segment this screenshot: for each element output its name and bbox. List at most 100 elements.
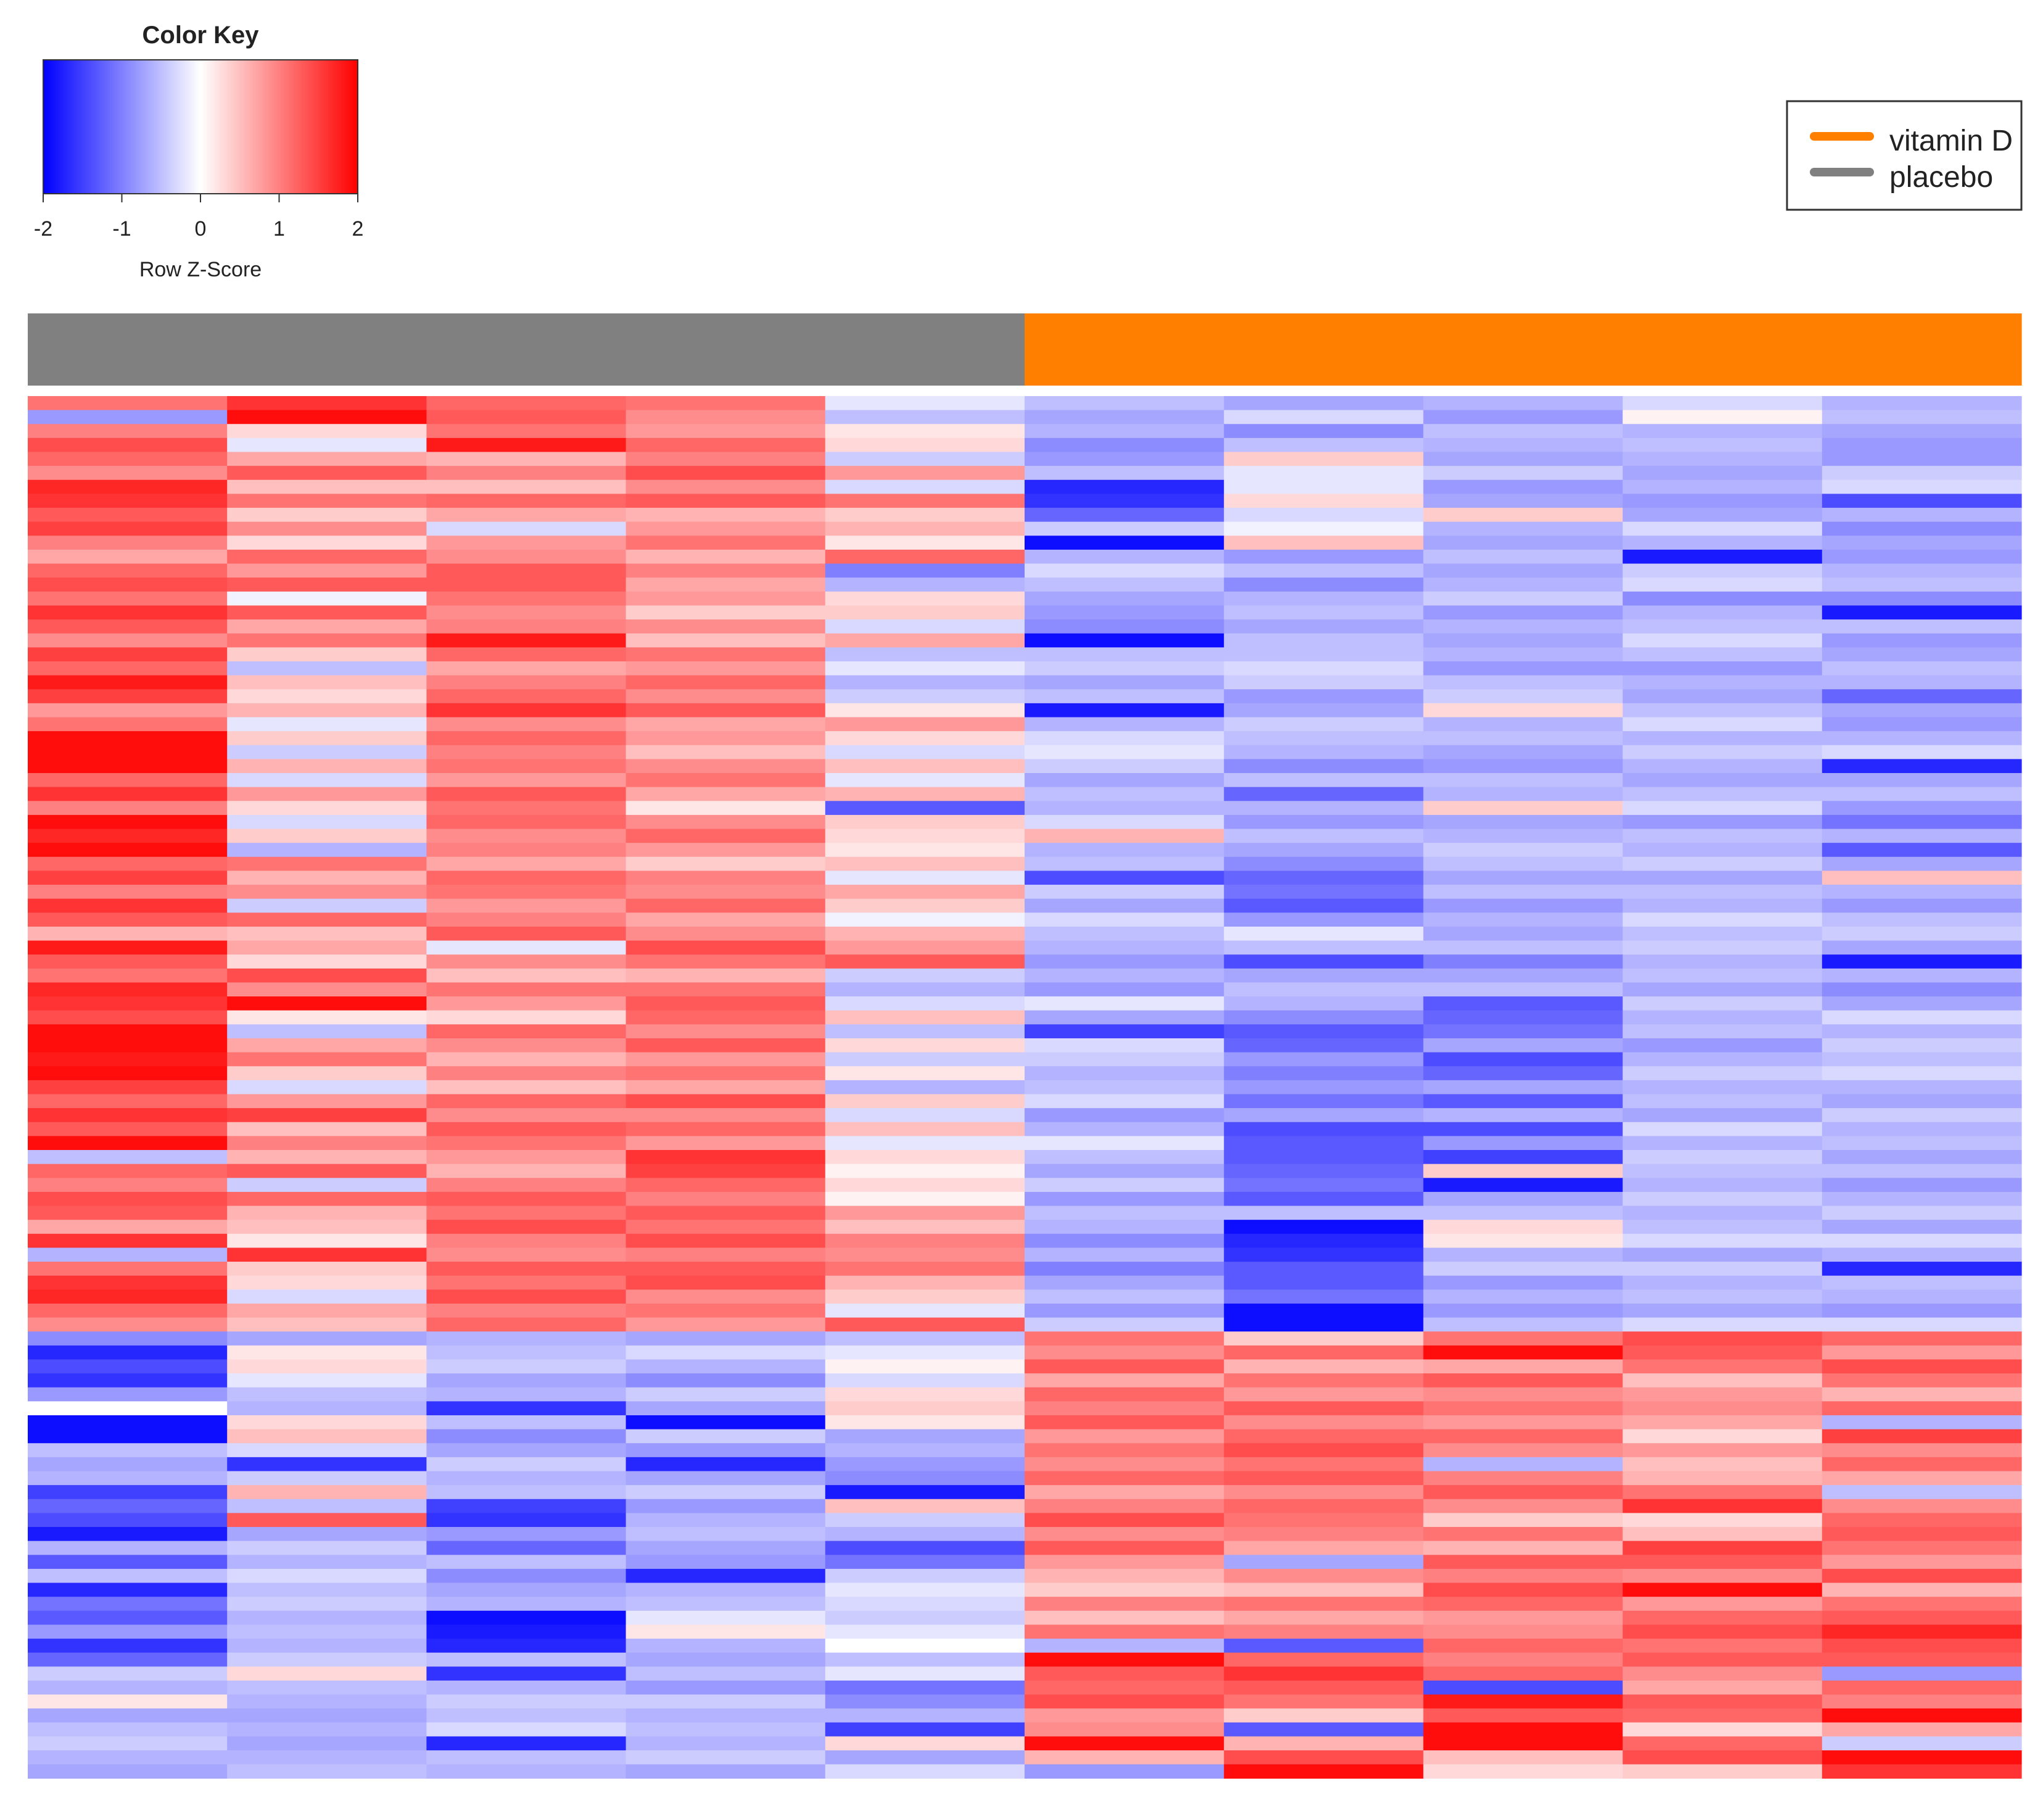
heatmap-cell bbox=[1622, 898, 1823, 913]
heatmap-cell bbox=[1423, 1568, 1624, 1584]
heatmap-cell bbox=[1224, 437, 1424, 453]
heatmap-cell bbox=[1822, 619, 2022, 634]
heatmap-cell bbox=[1224, 1164, 1424, 1178]
heatmap-cell bbox=[1822, 885, 2022, 900]
heatmap-cell bbox=[1622, 1303, 1823, 1318]
heatmap-cell bbox=[1622, 437, 1823, 453]
heatmap-cell bbox=[426, 396, 627, 411]
heatmap-cell bbox=[1025, 466, 1224, 481]
heatmap-cell bbox=[825, 1220, 1025, 1235]
heatmap-cell bbox=[28, 745, 228, 759]
heatmap-cell bbox=[625, 1624, 826, 1639]
heatmap-cell bbox=[1622, 466, 1823, 481]
heatmap-cell bbox=[1822, 1736, 2022, 1751]
heatmap-cell bbox=[625, 1694, 826, 1709]
heatmap-cell bbox=[227, 829, 427, 843]
heatmap-cell bbox=[1423, 1262, 1624, 1276]
heatmap-cell bbox=[1224, 661, 1424, 676]
heatmap-cell bbox=[1025, 577, 1224, 592]
heatmap-cell bbox=[28, 829, 228, 843]
heatmap-cell bbox=[825, 1722, 1025, 1737]
heatmap-cell bbox=[227, 1066, 427, 1081]
heatmap-cell bbox=[825, 703, 1025, 718]
heatmap-cell bbox=[426, 1373, 627, 1388]
heatmap-cell bbox=[426, 619, 627, 634]
heatmap-cell bbox=[28, 675, 228, 690]
heatmap-cell bbox=[426, 717, 627, 732]
heatmap-cell bbox=[625, 1471, 826, 1486]
heatmap-cell bbox=[1025, 968, 1224, 983]
heatmap-cell bbox=[28, 759, 228, 774]
color-key-tick-label: 1 bbox=[273, 217, 285, 241]
heatmap-cell bbox=[1224, 1206, 1424, 1220]
group-bar-cell-vitamin-d bbox=[1822, 313, 2022, 386]
heatmap-cell bbox=[1025, 1024, 1224, 1039]
heatmap-cell bbox=[625, 424, 826, 439]
heatmap-cell bbox=[625, 1122, 826, 1136]
heatmap-cell bbox=[28, 926, 228, 941]
group-bar-cell-placebo bbox=[227, 313, 427, 386]
heatmap-cell bbox=[1822, 801, 2022, 816]
heatmap-cell bbox=[426, 1066, 627, 1081]
heatmap-cell bbox=[28, 1764, 228, 1779]
heatmap-cell bbox=[28, 1191, 228, 1207]
heatmap-cell bbox=[28, 717, 228, 732]
heatmap-cell bbox=[1025, 1262, 1224, 1276]
heatmap-cell bbox=[1822, 1317, 2022, 1332]
heatmap-cell bbox=[426, 1178, 627, 1193]
heatmap-cell bbox=[1822, 829, 2022, 843]
heatmap-cell bbox=[625, 1331, 826, 1346]
heatmap-cell bbox=[1622, 479, 1823, 495]
heatmap-cell bbox=[1025, 1736, 1224, 1751]
heatmap-cell bbox=[1822, 1597, 2022, 1611]
heatmap-cell bbox=[1423, 1722, 1624, 1737]
heatmap-cell bbox=[227, 1331, 427, 1346]
heatmap-cell bbox=[1224, 1220, 1424, 1235]
heatmap-cell bbox=[28, 396, 228, 411]
heatmap-cell bbox=[1822, 1513, 2022, 1528]
heatmap-cell bbox=[28, 1052, 228, 1067]
heatmap-cell bbox=[625, 1555, 826, 1570]
heatmap-cell bbox=[28, 1582, 228, 1597]
heatmap-cell bbox=[1224, 1415, 1424, 1430]
heatmap-cell bbox=[426, 563, 627, 578]
heatmap-cell bbox=[426, 536, 627, 550]
heatmap-cell bbox=[426, 1275, 627, 1290]
heatmap-cell bbox=[1622, 1694, 1823, 1709]
heatmap-cell bbox=[1025, 1527, 1224, 1542]
heatmap-cell bbox=[227, 1415, 427, 1430]
heatmap-cell bbox=[825, 1108, 1025, 1123]
heatmap-cell bbox=[1224, 1527, 1424, 1542]
heatmap-cell bbox=[625, 1708, 826, 1723]
heatmap-cell bbox=[625, 1080, 826, 1095]
heatmap-cell bbox=[227, 926, 427, 941]
heatmap-cell bbox=[625, 577, 826, 592]
heatmap-cell bbox=[28, 1652, 228, 1667]
heatmap-cell bbox=[28, 1066, 228, 1081]
heatmap-cell bbox=[625, 549, 826, 565]
color-key-tick-label: -1 bbox=[112, 217, 131, 241]
heatmap-cell bbox=[227, 801, 427, 816]
heatmap-cell bbox=[1025, 1373, 1224, 1388]
heatmap-cell bbox=[1622, 1206, 1823, 1220]
heatmap-cell bbox=[1025, 508, 1224, 523]
heatmap-cell bbox=[28, 1345, 228, 1360]
heatmap-cell bbox=[1224, 577, 1424, 592]
heatmap-cell bbox=[426, 1387, 627, 1402]
heatmap-cell bbox=[1025, 661, 1224, 676]
heatmap-cell bbox=[1622, 675, 1823, 690]
heatmap-cell bbox=[1025, 745, 1224, 759]
heatmap-cell bbox=[1822, 1303, 2022, 1318]
heatmap-cell bbox=[625, 1680, 826, 1695]
heatmap-cell bbox=[28, 1122, 228, 1136]
heatmap-cell bbox=[1423, 1597, 1624, 1611]
group-bar-cell-vitamin-d bbox=[1423, 313, 1624, 386]
heatmap-cell bbox=[1423, 494, 1624, 508]
heatmap-cell bbox=[1025, 591, 1224, 606]
heatmap-cell bbox=[1025, 843, 1224, 858]
heatmap-cell bbox=[1423, 1443, 1624, 1458]
heatmap-cell bbox=[1622, 1122, 1823, 1136]
heatmap-cell bbox=[1423, 1639, 1624, 1653]
heatmap-cell bbox=[28, 1639, 228, 1653]
heatmap-cell bbox=[1423, 1108, 1624, 1123]
